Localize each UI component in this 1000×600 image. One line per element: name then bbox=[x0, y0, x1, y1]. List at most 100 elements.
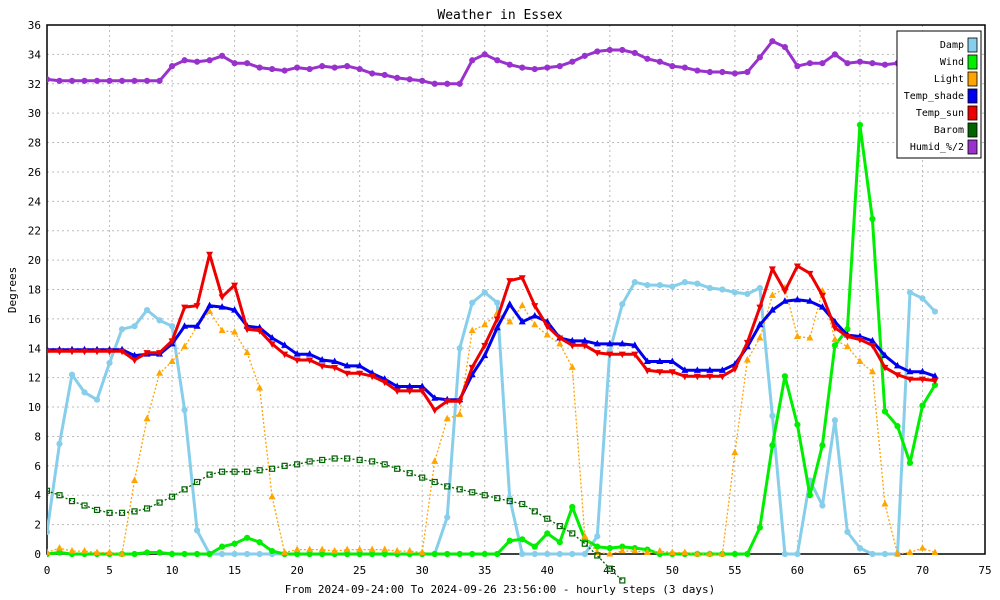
data-point-temp-sun bbox=[368, 373, 376, 381]
data-point-temp-sun bbox=[206, 251, 214, 259]
data-point-light bbox=[856, 357, 864, 365]
data-point-damp bbox=[681, 279, 688, 286]
data-point-barom bbox=[544, 515, 551, 522]
data-point-light bbox=[656, 547, 664, 554]
data-point-barom bbox=[581, 540, 588, 547]
data-point-light bbox=[506, 317, 514, 325]
data-point-humid-2 bbox=[819, 60, 826, 67]
data-point-temp-sun bbox=[543, 323, 551, 331]
data-point-barom bbox=[118, 509, 126, 516]
data-point-humid-2 bbox=[106, 77, 113, 84]
data-point-temp-sun bbox=[156, 350, 164, 357]
data-point-light bbox=[331, 547, 339, 554]
data-point-damp bbox=[168, 323, 176, 330]
data-point-barom bbox=[281, 462, 288, 469]
data-point-temp-shade bbox=[868, 336, 876, 344]
data-point-humid-2 bbox=[244, 60, 251, 67]
data-point-barom bbox=[269, 465, 276, 472]
data-point-humid-2 bbox=[269, 65, 276, 73]
data-point-wind bbox=[206, 550, 213, 558]
x-tick-label: 30 bbox=[416, 564, 429, 577]
data-point-humid-2 bbox=[369, 70, 376, 77]
data-point-damp bbox=[47, 528, 51, 536]
data-point-humid-2 bbox=[544, 64, 551, 71]
data-point-damp bbox=[231, 550, 238, 558]
y-tick-label: 30 bbox=[28, 107, 41, 120]
data-point-temp-sun bbox=[881, 364, 889, 372]
legend-label-temp-sun: Temp_sun bbox=[916, 108, 964, 119]
data-point-wind bbox=[531, 543, 538, 550]
data-point-light bbox=[393, 547, 401, 554]
data-point-damp bbox=[694, 280, 701, 287]
data-point-temp-shade bbox=[656, 357, 664, 365]
data-point-temp-sun bbox=[381, 379, 389, 387]
data-point-temp-shade bbox=[818, 303, 826, 310]
data-point-temp-sun bbox=[93, 348, 101, 356]
data-point-damp bbox=[844, 528, 851, 536]
data-point-light bbox=[181, 342, 189, 350]
data-point-light bbox=[518, 301, 526, 309]
data-point-damp bbox=[68, 371, 76, 378]
data-point-wind bbox=[143, 549, 151, 556]
data-point-light bbox=[793, 332, 801, 340]
x-tick-label: 0 bbox=[44, 564, 51, 577]
data-point-humid-2 bbox=[719, 68, 726, 76]
data-point-light bbox=[131, 476, 139, 484]
data-point-wind bbox=[168, 550, 176, 558]
data-point-barom bbox=[131, 508, 138, 515]
data-point-wind bbox=[193, 550, 201, 558]
data-point-temp-sun bbox=[856, 336, 864, 344]
data-point-wind bbox=[731, 550, 738, 558]
data-point-temp-shade bbox=[281, 341, 289, 348]
data-point-humid-2 bbox=[781, 43, 788, 51]
data-point-wind bbox=[569, 503, 576, 511]
data-point-temp-sun bbox=[618, 351, 626, 359]
data-point-temp-shade bbox=[231, 306, 239, 313]
data-point-light bbox=[281, 548, 289, 556]
data-point-humid-2 bbox=[806, 60, 814, 67]
data-point-temp-shade bbox=[881, 351, 889, 359]
data-point-humid-2 bbox=[531, 65, 538, 73]
data-point-temp-sun bbox=[643, 367, 651, 375]
y-tick-label: 14 bbox=[28, 342, 42, 355]
data-point-barom bbox=[356, 456, 363, 464]
data-point-temp-sun bbox=[47, 348, 51, 356]
legend-swatch-damp bbox=[967, 37, 978, 53]
data-point-damp bbox=[669, 283, 676, 290]
data-point-damp bbox=[143, 306, 151, 314]
data-point-humid-2 bbox=[143, 77, 151, 84]
data-point-humid-2 bbox=[594, 48, 601, 55]
data-point-damp bbox=[856, 545, 864, 552]
data-point-temp-sun bbox=[268, 341, 276, 348]
data-point-temp-shade bbox=[806, 297, 814, 304]
data-point-wind bbox=[156, 549, 163, 556]
y-tick-label: 16 bbox=[28, 313, 41, 326]
data-point-temp-shade bbox=[918, 367, 926, 375]
data-point-temp-sun bbox=[843, 334, 851, 341]
data-point-temp-sun bbox=[506, 278, 514, 285]
data-point-barom bbox=[331, 455, 338, 462]
data-point-temp-sun bbox=[468, 364, 476, 372]
data-point-damp bbox=[494, 299, 501, 306]
x-tick-label: 45 bbox=[603, 564, 616, 577]
data-point-light bbox=[81, 547, 89, 554]
data-point-temp-sun bbox=[668, 369, 676, 376]
data-point-wind bbox=[469, 550, 476, 558]
data-point-wind bbox=[831, 342, 839, 349]
data-point-barom bbox=[431, 478, 438, 486]
data-point-wind bbox=[56, 549, 63, 556]
y-tick-label: 36 bbox=[28, 19, 41, 32]
data-point-temp-shade bbox=[668, 357, 676, 365]
data-point-humid-2 bbox=[794, 63, 801, 70]
data-point-humid-2 bbox=[769, 38, 776, 45]
data-point-wind bbox=[306, 550, 313, 558]
data-point-light bbox=[743, 356, 751, 363]
data-point-damp bbox=[256, 550, 263, 558]
data-point-temp-shade bbox=[606, 339, 614, 347]
data-point-barom bbox=[244, 468, 251, 475]
data-point-barom bbox=[531, 508, 538, 515]
data-point-wind bbox=[556, 539, 563, 546]
data-point-humid-2 bbox=[581, 52, 588, 59]
data-point-barom bbox=[193, 478, 201, 486]
data-point-light bbox=[643, 548, 651, 556]
